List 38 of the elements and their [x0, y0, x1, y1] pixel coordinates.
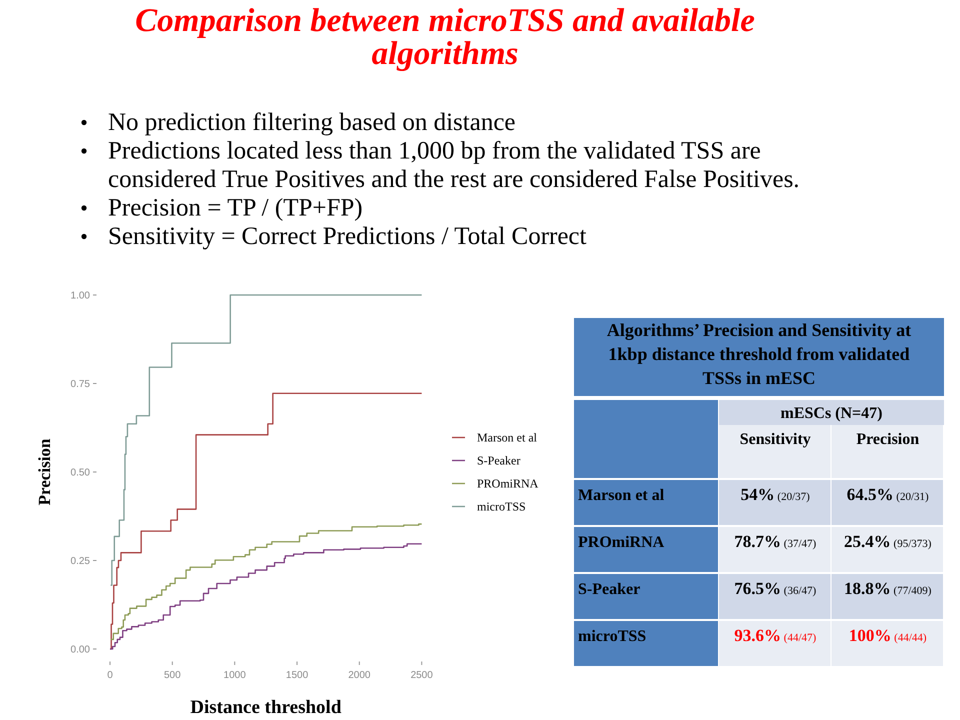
x-tick-label: 2000 [348, 670, 371, 681]
y-tick-label: 0.00 [70, 644, 90, 656]
text: Precision = TP / (TP+FP) [108, 194, 363, 222]
category-label: Sensitivity [740, 431, 811, 448]
text: 54% (20/37) [740, 485, 810, 504]
category-label: microTSS [578, 628, 646, 645]
text: Sensitivity = Correct Predictions / Total Correct [108, 223, 587, 250]
x-axis-title: Distance threshold [190, 697, 342, 718]
x-tick-label: 2500 [410, 670, 434, 681]
y-tick-label: 0.50 [70, 468, 90, 478]
legend-label: PROmiRNA [477, 476, 539, 490]
x-tick-label: 1000 [224, 670, 246, 681]
text: 78.7% (37/47) [734, 532, 816, 551]
category-label: Precision [856, 431, 920, 448]
x-tick-label: 1500 [286, 670, 309, 681]
text: 100% (44/44) [848, 626, 927, 645]
y-axis-title: Precision [35, 438, 54, 506]
text: Algorithms’ Precision and Sensitivity at 1kbp distance threshold from validated TSSs in mESC [606, 320, 912, 388]
legend-label: Marson et al [477, 430, 538, 444]
x-tick-label: 500 [164, 670, 182, 681]
category-label: PROmiRNA [578, 534, 664, 551]
text: 18.8% (77/409) [844, 579, 932, 598]
category-label: Marson et al [578, 487, 664, 504]
text: No prediction filtering based on distance [108, 109, 516, 136]
y-tick-label: 1.00 [70, 290, 90, 302]
legend-label: microTSS [477, 500, 526, 514]
y-tick-label: 0.25 [70, 556, 90, 567]
legend-label: S-Peaker [477, 454, 520, 468]
y-tick-label: 0.75 [70, 379, 90, 390]
chart-title: Comparison between microTSS and available algorithms [135, 3, 755, 72]
text: 76.5% (36/47) [734, 579, 816, 598]
x-tick-label: 0 [107, 670, 114, 681]
text: Predictions located less than 1,000 bp from the validated TSS are considered True Positives and the rest are considered False Positives. [108, 138, 800, 193]
text: mESCs (N=47) [780, 405, 883, 422]
text: 93.6% (44/47) [734, 626, 816, 645]
text: 64.5% (20/31) [846, 485, 929, 504]
text: 25.4% (95/373) [844, 532, 932, 551]
category-label: S-Peaker [578, 581, 640, 598]
